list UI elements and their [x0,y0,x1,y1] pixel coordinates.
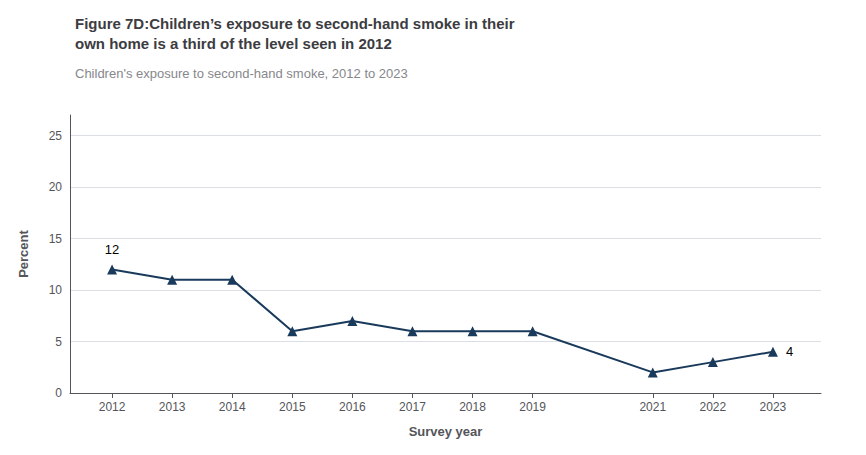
svg-text:15: 15 [49,232,63,246]
svg-text:2023: 2023 [760,400,787,414]
svg-text:12: 12 [105,242,119,257]
svg-text:2022: 2022 [700,400,727,414]
svg-text:Survey year: Survey year [409,424,483,439]
svg-text:2013: 2013 [159,400,186,414]
svg-text:own home is a third of the lev: own home is a third of the level seen in… [75,35,392,52]
svg-text:2018: 2018 [459,400,486,414]
svg-text:2012: 2012 [99,400,126,414]
svg-text:5: 5 [55,335,62,349]
svg-text:2016: 2016 [339,400,366,414]
svg-text:2015: 2015 [279,400,306,414]
svg-text:2019: 2019 [519,400,546,414]
svg-text:4: 4 [786,344,793,359]
svg-text:10: 10 [49,283,63,297]
svg-text:25: 25 [49,129,63,143]
svg-text:2014: 2014 [219,400,246,414]
svg-text:Children's exposure to second-: Children's exposure to second-hand smoke… [75,66,408,81]
svg-text:2021: 2021 [639,400,666,414]
svg-text:Percent: Percent [16,229,31,277]
svg-text:20: 20 [49,180,63,194]
svg-text:2017: 2017 [399,400,426,414]
svg-text:Figure 7D:Children’s exposure: Figure 7D:Children’s exposure to second-… [75,15,515,32]
svg-text:0: 0 [55,386,62,400]
